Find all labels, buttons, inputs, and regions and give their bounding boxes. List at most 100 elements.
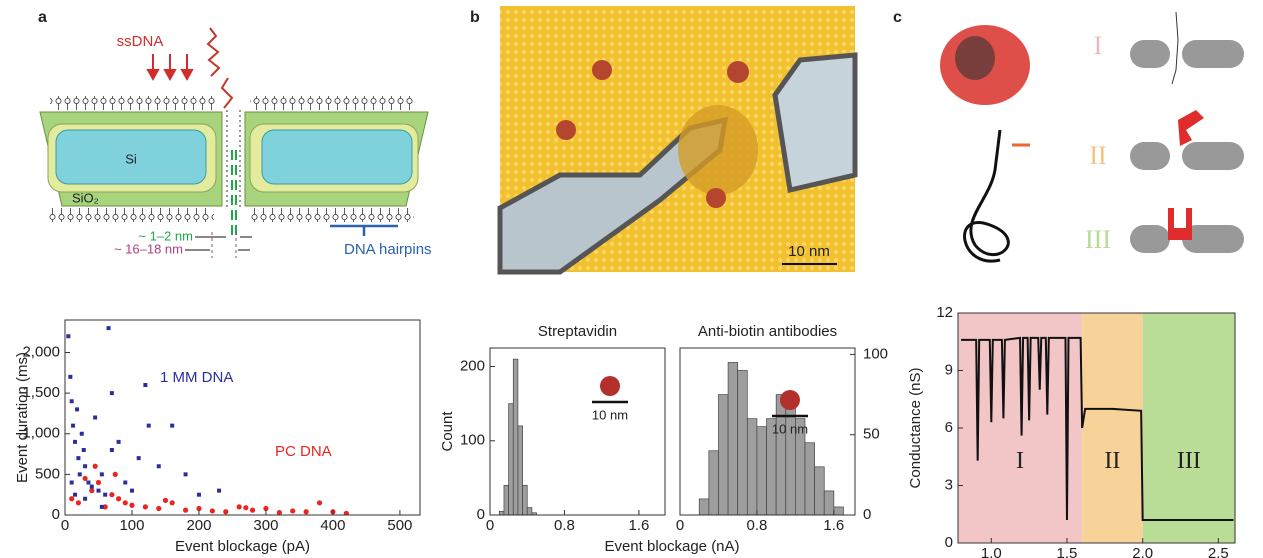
point	[157, 464, 161, 468]
point	[90, 485, 94, 489]
state-label: III	[1085, 225, 1111, 254]
point	[123, 500, 128, 505]
arrows	[148, 54, 192, 79]
point	[93, 416, 97, 420]
label: SiO₂	[72, 190, 99, 205]
bar	[805, 443, 815, 515]
bar	[757, 427, 767, 515]
bar	[699, 499, 709, 515]
diagram-b: 10 nm	[500, 6, 855, 272]
bar	[718, 395, 728, 515]
series-label: 1 MM DNA	[160, 369, 233, 386]
region-label: II	[1104, 448, 1120, 474]
x-tick-label: 400	[320, 517, 345, 534]
point	[156, 506, 161, 511]
diagram-a: ssDNA Si SiO₂ ~ 1–2 nm ~ 16–18 nm DNA ha…	[40, 28, 432, 258]
y-axis-label: Event duration (ms)	[14, 352, 31, 483]
series-label: PC DNA	[275, 443, 332, 460]
point	[69, 496, 74, 501]
point	[109, 492, 114, 497]
x-tick-label: 300	[253, 517, 278, 534]
bar	[504, 485, 509, 515]
point	[223, 509, 228, 514]
bar	[824, 491, 834, 515]
plot-area	[499, 359, 536, 515]
label: DNA hairpins	[344, 241, 432, 258]
label: ssDNA	[117, 33, 164, 50]
x-tick-label: 1.6	[629, 517, 650, 534]
lipids	[250, 96, 415, 110]
strand	[1172, 12, 1178, 84]
y-tick-label: 0	[945, 534, 953, 551]
point	[68, 375, 72, 379]
y-axis-label: Conductance (nS)	[907, 368, 924, 489]
point	[184, 472, 188, 476]
y-tick-label: 200	[460, 358, 485, 375]
point	[82, 476, 87, 481]
bar	[499, 511, 504, 515]
point	[243, 505, 248, 510]
point	[147, 424, 151, 428]
chip	[775, 55, 855, 190]
pore	[678, 105, 758, 195]
region-label: III	[1177, 448, 1201, 474]
point	[317, 500, 322, 505]
bar	[527, 508, 532, 515]
point	[76, 500, 81, 505]
point	[129, 503, 134, 508]
diagram-c: I II III	[940, 12, 1244, 261]
x-tick-label: 0	[61, 517, 69, 534]
point	[96, 489, 100, 493]
point	[137, 456, 141, 460]
point	[123, 481, 127, 485]
plot-area	[66, 326, 349, 516]
point	[210, 508, 215, 513]
antibody	[1168, 208, 1192, 240]
bar	[834, 507, 844, 515]
x-tick-label: 0.8	[554, 517, 575, 534]
point	[75, 407, 79, 411]
point	[250, 508, 255, 513]
point	[78, 472, 82, 476]
y-tick-label: 0	[52, 506, 60, 523]
protein	[706, 188, 726, 208]
bar	[509, 404, 514, 515]
point	[170, 424, 174, 428]
y-tick-label: 9	[945, 361, 953, 378]
point	[143, 383, 147, 387]
point	[73, 440, 77, 444]
point	[93, 464, 98, 469]
point	[100, 472, 104, 476]
point	[170, 500, 175, 505]
point	[130, 489, 134, 493]
plot-area	[699, 362, 843, 515]
y-tick-label: 6	[945, 419, 953, 436]
scale-label: 10 nm	[788, 243, 830, 260]
y-tick-label: 0	[477, 506, 485, 523]
bar	[738, 370, 748, 515]
region	[1082, 313, 1143, 543]
point	[76, 456, 80, 460]
panel-label: b	[470, 9, 480, 26]
point	[100, 505, 104, 509]
x-axis-label: Event blockage (nA)	[604, 538, 739, 555]
x-tick-label: 200	[186, 517, 211, 534]
label: ~ 16–18 nm	[114, 241, 183, 256]
inset-scale-label: 10 nm	[772, 421, 808, 436]
bar	[815, 467, 825, 515]
point	[117, 440, 121, 444]
inset-protein	[780, 390, 800, 410]
bar	[523, 485, 528, 515]
point	[83, 497, 87, 501]
lipids	[249, 208, 414, 222]
frame	[65, 320, 420, 515]
dna-strand	[208, 28, 219, 76]
state-label: I	[1094, 31, 1103, 60]
point	[110, 391, 114, 395]
state-label: II	[1089, 141, 1106, 170]
point	[66, 334, 70, 338]
antibody	[1178, 110, 1204, 146]
chart-title: Anti-biotin antibodies	[698, 323, 837, 340]
x-tick-label: 100	[119, 517, 144, 534]
strand	[965, 130, 1009, 261]
